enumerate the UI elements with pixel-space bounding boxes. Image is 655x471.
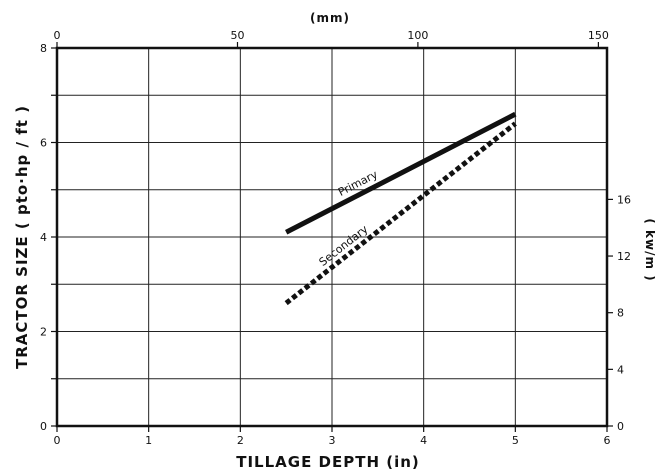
x-tick-label: 5 — [512, 434, 519, 447]
y-tick-label: 0 — [40, 420, 47, 433]
right-axis-title: ( kw/m ) — [643, 218, 655, 281]
x-tick-label: 6 — [604, 434, 611, 447]
y-tick-label: 6 — [40, 137, 47, 150]
primary-line — [285, 111, 517, 235]
top-tick-label: 0 — [54, 29, 61, 42]
right-tick-label: 16 — [617, 193, 631, 206]
secondary-line — [284, 121, 517, 306]
grid — [57, 48, 607, 426]
y-axis-title: TRACTOR SIZE ( pto·hp / ft ) — [13, 105, 31, 369]
right-tick-label: 0 — [617, 420, 624, 433]
x-tick-label: 4 — [420, 434, 427, 447]
top-axis-title: (mm) — [310, 11, 350, 25]
y-tick-label: 4 — [40, 231, 47, 244]
x-tick-label: 2 — [237, 434, 244, 447]
top-tick-label: 150 — [588, 29, 609, 42]
right-tick-label: 4 — [617, 363, 624, 376]
x-tick-label: 3 — [329, 434, 336, 447]
top-tick-label: 50 — [230, 29, 244, 42]
secondary-label: Secondary — [317, 222, 371, 268]
right-tick-label: 12 — [617, 250, 631, 263]
y-tick-label: 8 — [40, 42, 47, 55]
right-tick-label: 8 — [617, 307, 624, 320]
x-axis-title: TILLAGE DEPTH (in) — [236, 453, 420, 471]
x-tick-label: 1 — [145, 434, 152, 447]
y-tick-label: 2 — [40, 326, 47, 339]
top-tick-label: 100 — [407, 29, 428, 42]
x-tick-label: 0 — [54, 434, 61, 447]
